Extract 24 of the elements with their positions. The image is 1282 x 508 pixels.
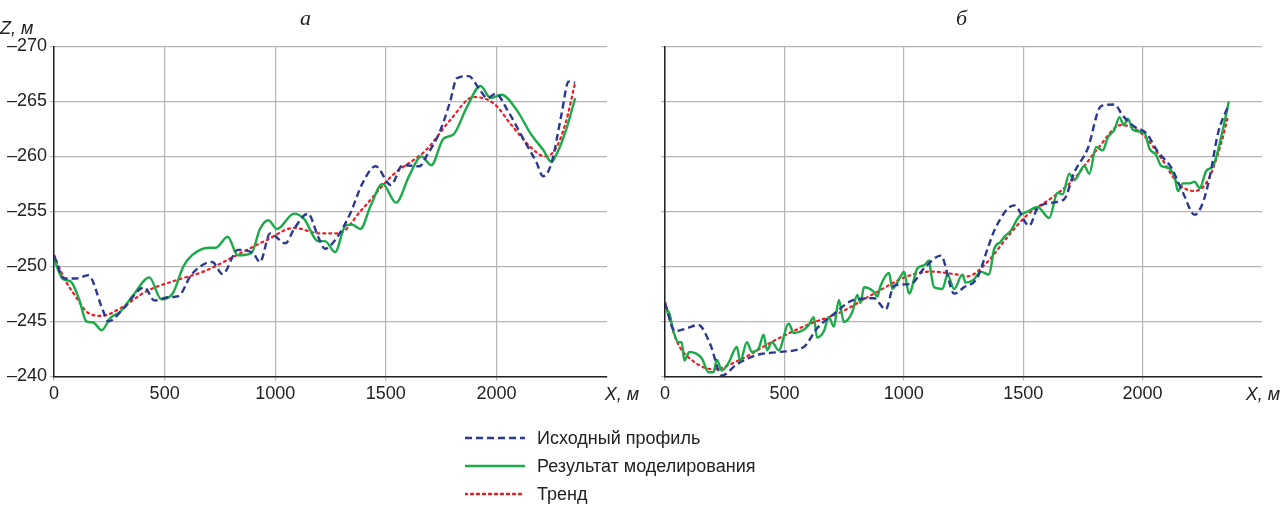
x-tick-label: 1500 <box>365 383 406 404</box>
x-tick-label: 0 <box>49 383 60 404</box>
x-tick-label: 1000 <box>883 383 924 404</box>
x-tick-label: 2000 <box>476 383 517 404</box>
x-axis-title: X, м <box>603 384 639 405</box>
x-tick-label: 500 <box>769 383 800 404</box>
y-axis-title: Z, м <box>0 18 34 39</box>
chart-title: а <box>300 4 311 30</box>
chart-title: б <box>955 4 968 30</box>
legend-label: Результат моделирования <box>537 455 756 477</box>
y-tick-label: –265 <box>7 90 48 111</box>
y-tick-label: –245 <box>7 310 48 331</box>
x-tick-label: 2000 <box>1122 383 1163 404</box>
x-tick-label: 1500 <box>1003 383 1044 404</box>
x-tick-label: 500 <box>149 383 180 404</box>
legend-label: Тренд <box>537 483 588 505</box>
y-tick-label: –250 <box>7 255 48 276</box>
x-tick-label: 0 <box>659 383 671 404</box>
legend-label: Исходный профиль <box>537 427 701 449</box>
x-tick-label: 1000 <box>255 383 296 404</box>
y-tick-label: –255 <box>7 200 48 221</box>
y-tick-label: –260 <box>7 145 48 166</box>
y-tick-label: –240 <box>7 365 48 386</box>
x-axis-title: X, м <box>1244 384 1280 405</box>
